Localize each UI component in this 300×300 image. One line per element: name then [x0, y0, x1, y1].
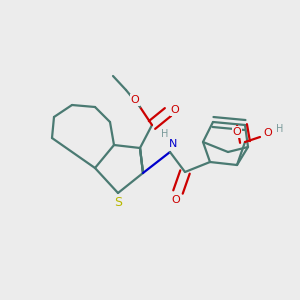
- Text: N: N: [169, 139, 177, 149]
- Text: H: H: [161, 129, 169, 139]
- Text: O: O: [171, 105, 179, 115]
- Text: O: O: [130, 95, 140, 105]
- Text: S: S: [114, 196, 122, 209]
- Text: O: O: [264, 128, 272, 138]
- Text: H: H: [276, 124, 284, 134]
- Text: O: O: [172, 195, 180, 205]
- Text: O: O: [232, 127, 242, 137]
